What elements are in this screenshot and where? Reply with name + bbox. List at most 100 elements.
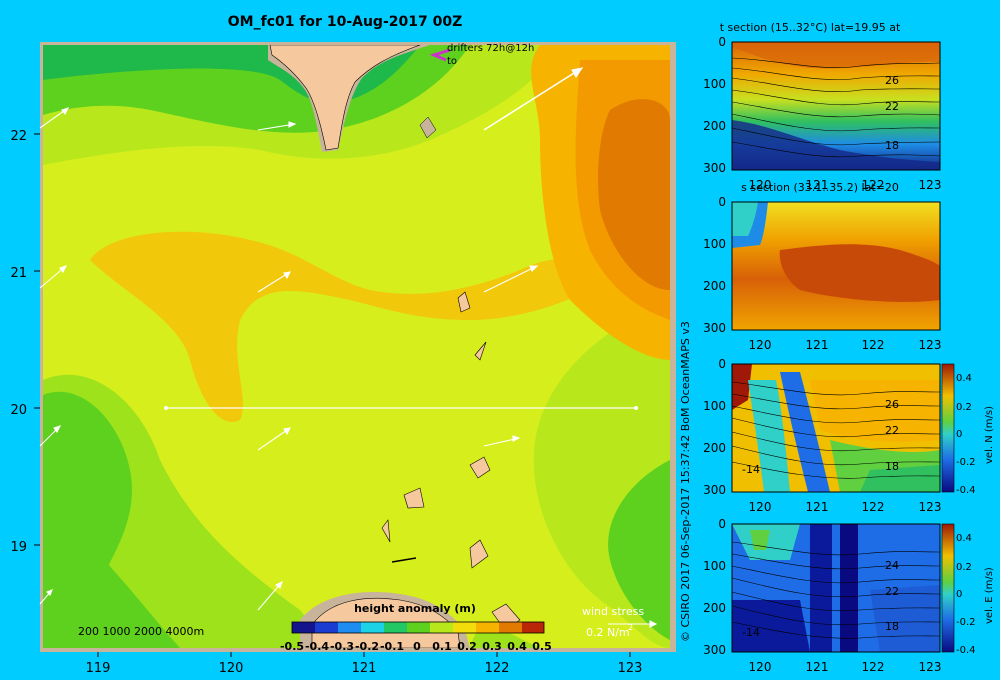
wind-stress-arrows <box>39 67 658 628</box>
x-tick-label: 123 <box>919 338 942 352</box>
contour-label: 22 <box>885 424 899 437</box>
colorbar-tick: 0.2 <box>956 562 972 573</box>
wind-stress-label: wind stress <box>582 605 644 618</box>
contour-label: 24 <box>885 559 899 572</box>
panel-title: t section (15..32°C) lat=19.95 at <box>720 21 901 34</box>
wind-scale-superscript: 2 <box>628 623 633 632</box>
colorbar-label: vel. N (m/s) <box>984 406 995 464</box>
t-section-panel[interactable]: t section (15..32°C) lat=19.95 at 26 22 … <box>703 21 941 192</box>
y-tick-label: 100 <box>703 237 726 251</box>
copyright-label: © CSIRO 2017 06-Sep-2017 15:37:42 BoM Oc… <box>679 321 692 642</box>
colorbar-tick: 0.4 <box>507 640 527 653</box>
y-tick-label: 0 <box>718 517 726 531</box>
contour-label: 22 <box>885 100 899 113</box>
y-tick-label: 300 <box>703 321 726 335</box>
contour-label: 18 <box>885 620 899 633</box>
x-tick-label: 122 <box>485 661 510 676</box>
contour-label: -14 <box>742 463 760 476</box>
contour-label: 22 <box>885 585 899 598</box>
colorbar-tick: -0.2 <box>956 617 976 628</box>
y-tick-label: 100 <box>703 77 726 91</box>
drifters-label: drifters 72h@12h <box>447 43 534 54</box>
colorbar-tick: -0.2 <box>956 457 976 468</box>
y-tick-label: 0 <box>718 357 726 371</box>
x-tick-label: 121 <box>352 661 377 676</box>
colorbar-tick: -0.2 <box>355 640 379 653</box>
y-tick-label: 100 <box>703 399 726 413</box>
section-end-point <box>634 406 638 410</box>
x-tick-label: 120 <box>749 500 772 514</box>
colorbar-tick: 0 <box>413 640 421 653</box>
y-tick-label: 21 <box>10 266 27 281</box>
height-anomaly-colorbar <box>291 621 545 634</box>
colorbar-tick: -0.1 <box>380 640 404 653</box>
y-tick-label: 0 <box>718 35 726 49</box>
x-tick-label: 120 <box>749 178 772 192</box>
drifters-to-label: to <box>447 56 457 67</box>
y-tick-label: 200 <box>703 279 726 293</box>
colorbar-tick: 0.2 <box>956 402 972 413</box>
y-tick-label: 100 <box>703 559 726 573</box>
s-section-panel[interactable]: s section (33.1..35.2) lat=20 0 100 200 … <box>703 181 941 352</box>
x-tick-label: 123 <box>618 661 643 676</box>
vel-e-section-panel[interactable]: 24 22 18 -14 0.4 0.2 0 -0.2 -0.4 vel. E … <box>703 517 995 674</box>
contour-label: 18 <box>885 139 899 152</box>
colorbar-title: height anomaly (m) <box>354 602 476 615</box>
x-tick-label: 121 <box>806 178 829 192</box>
y-tick-label: 200 <box>703 119 726 133</box>
x-tick-label: 120 <box>749 338 772 352</box>
panel-title: s section (33.1..35.2) lat=20 <box>741 181 899 194</box>
x-tick-label: 122 <box>862 500 885 514</box>
x-tick-label: 122 <box>862 178 885 192</box>
colorbar-tick: 0.3 <box>482 640 502 653</box>
x-tick-label: 123 <box>919 178 942 192</box>
contour-label: 26 <box>885 74 899 87</box>
x-tick-label: 122 <box>862 660 885 674</box>
colorbar-tick: 0 <box>956 429 962 440</box>
x-tick-label: 123 <box>919 660 942 674</box>
x-tick-label: 120 <box>219 661 244 676</box>
y-tick-label: 200 <box>703 601 726 615</box>
y-tick-label: 22 <box>10 129 27 144</box>
x-tick-label: 120 <box>749 660 772 674</box>
colorbar-tick: 0.4 <box>956 373 972 384</box>
y-tick-label: 300 <box>703 643 726 657</box>
drifter-marker-icon <box>429 48 451 62</box>
height-anomaly-field <box>43 45 670 648</box>
colorbar-tick: 0 <box>956 589 962 600</box>
y-tick-label: 200 <box>703 441 726 455</box>
colorbar-tick: 0.5 <box>532 640 552 653</box>
colorbar-label: vel. E (m/s) <box>984 567 995 624</box>
contour-label: 18 <box>885 460 899 473</box>
colorbar-tick: -0.3 <box>330 640 354 653</box>
x-tick-label: 121 <box>806 500 829 514</box>
vel-n-section-panel[interactable]: 26 22 18 -14 0.4 0.2 0 -0.2 -0.4 vel. N … <box>703 357 995 514</box>
y-tick-label: 0 <box>718 195 726 209</box>
x-tick-label: 119 <box>86 661 111 676</box>
colorbar-tick: -0.4 <box>956 485 976 496</box>
x-tick-label: 121 <box>806 660 829 674</box>
contour-label: 26 <box>885 398 899 411</box>
y-tick-label: 20 <box>10 403 27 418</box>
x-tick-label: 121 <box>806 338 829 352</box>
colorbar-tick: 0.4 <box>956 533 972 544</box>
colorbar-tick: 0.2 <box>457 640 477 653</box>
section-panels: t section (15..32°C) lat=19.95 at 26 22 … <box>703 21 995 674</box>
vel-e-colorbar <box>941 523 955 653</box>
chart-title: OM_fc01 for 10-Aug-2017 00Z <box>227 14 463 30</box>
y-tick-label: 19 <box>10 540 27 555</box>
vel-n-colorbar <box>941 363 955 493</box>
colorbar-tick: 0.1 <box>432 640 452 653</box>
wind-scale-label: 0.2 N/m <box>586 626 630 639</box>
x-tick-label: 123 <box>919 500 942 514</box>
section-start-point <box>164 406 168 410</box>
y-tick-label: 300 <box>703 161 726 175</box>
x-tick-label: 122 <box>862 338 885 352</box>
colorbar-tick: -0.4 <box>956 645 976 656</box>
depth-legend: 200 1000 2000 4000m <box>78 625 204 638</box>
contour-label: -14 <box>742 626 760 639</box>
colorbar-tick: -0.5 <box>280 640 304 653</box>
colorbar-tick: -0.4 <box>305 640 329 653</box>
y-tick-label: 300 <box>703 483 726 497</box>
main-map[interactable]: drifters 72h@12h to 119 120 121 122 123 … <box>0 0 690 680</box>
